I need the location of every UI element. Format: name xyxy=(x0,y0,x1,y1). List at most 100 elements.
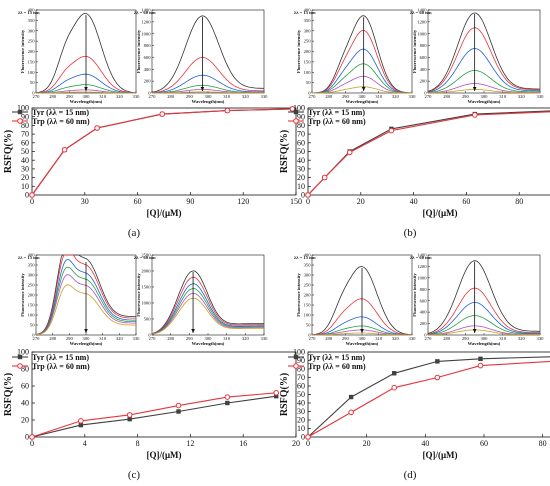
data-point-circle xyxy=(175,402,182,409)
inset-spectrum-curve xyxy=(311,48,412,94)
panel-label: (c) xyxy=(128,469,141,481)
data-point-circle xyxy=(391,384,398,391)
y-tick-label: 10 xyxy=(297,424,305,433)
y-tick-label: 30 xyxy=(297,165,305,174)
inset-x-tick-label: 290 xyxy=(66,336,74,341)
inset-x-tick-label: 290 xyxy=(186,336,194,341)
inset-x-tick-label: 330 xyxy=(409,94,417,99)
data-point-square xyxy=(348,394,354,400)
inset-spectrum-curve xyxy=(36,91,136,94)
inset-x-tick-label: 310 xyxy=(499,336,507,341)
y-tick-label: 80 xyxy=(297,121,305,130)
inset-spectrum-curve xyxy=(312,29,412,94)
quench-arrowhead xyxy=(360,329,364,333)
inset-x-tick-label: 290 xyxy=(462,94,470,99)
inset-y-tick-label: 150 xyxy=(28,59,36,64)
inset-spectrum-curve xyxy=(151,292,264,335)
inset-y-tick-label: 350 xyxy=(304,18,312,23)
inset-y-tick-label: 2500 xyxy=(141,253,151,258)
inset-label: λλ = 60 nm xyxy=(134,255,156,260)
inset-spectrum-0-0: 270 280 290 300 310 320 330 0 50 100 150 200 250 300 3… xyxy=(18,8,140,104)
y-tick-label: 10 xyxy=(297,182,305,191)
inset-spectrum-curve xyxy=(427,70,540,93)
inset-y-tick-label: 300 xyxy=(28,28,36,33)
inset-x-tick-label: 270 xyxy=(149,336,157,341)
inset-spectrum-curve xyxy=(427,12,540,92)
inset-y-tick-label: 600 xyxy=(144,55,152,60)
inset-x-tick-label: 310 xyxy=(223,336,231,341)
inset-y-tick-label: 400 xyxy=(304,253,312,258)
x-tick-label: 20 xyxy=(363,439,371,448)
x-tick-label: 90 xyxy=(186,197,194,206)
inset-y-tick-label: 1000 xyxy=(141,31,151,36)
inset-spectrum-curve xyxy=(35,12,137,94)
inset-y-tick-label: 250 xyxy=(304,39,312,44)
inset-label: λλ = 15 nm xyxy=(18,10,40,15)
inset-y-tick-label: 50 xyxy=(30,323,35,328)
inset-spectrum-curve xyxy=(151,270,264,334)
y-tick-label: 0 xyxy=(301,433,305,442)
y-tick-label: 70 xyxy=(21,130,29,139)
main-plot-2: 0 4 8 12 16 20 0 20 40 60 80 100 [Q]/(μM) RSFQ(%) Tyr … xyxy=(3,348,300,481)
inset-y-tick-label: 1200 xyxy=(417,19,427,24)
inset-y-tick-label: 1000 xyxy=(141,301,151,306)
series-line-1 xyxy=(307,111,550,196)
series-line-1 xyxy=(31,392,277,438)
inset-y-axis-label: Fluorescence intensity xyxy=(20,29,25,73)
inset-x-tick-label: 310 xyxy=(375,94,383,99)
inset-x-tick-label: 310 xyxy=(99,94,107,99)
inset-spectrum-curve xyxy=(427,315,540,335)
inset-spectrum-curve xyxy=(312,75,412,94)
series-line-0 xyxy=(31,395,277,438)
inset-x-tick-label: 310 xyxy=(223,94,231,99)
x-tick-label: 60 xyxy=(134,197,142,206)
inset-x-tick-label: 320 xyxy=(242,94,250,99)
inset-y-tick-label: 200 xyxy=(420,79,428,84)
inset-x-tick-label: 300 xyxy=(481,336,489,341)
inset-x-tick-label: 290 xyxy=(342,336,350,341)
inset-x-tick-label: 280 xyxy=(325,94,333,99)
legend-entry: Trp (λλ = 60 nm) xyxy=(32,362,90,371)
inset-x-axis-label: Wavelength(nm) xyxy=(468,99,501,104)
inset-spectrum-2-1: 270 280 290 300 310 320 330 0 500 1000 1500 2000 250… xyxy=(134,253,268,346)
inset-x-tick-label: 280 xyxy=(325,336,333,341)
inset-y-tick-label: 0 xyxy=(424,91,427,96)
inset-y-tick-label: 400 xyxy=(420,67,428,72)
inset-spectrum-curve xyxy=(427,287,540,335)
x-tick-label: 120 xyxy=(237,197,249,206)
y-tick-label: 100 xyxy=(17,348,29,357)
inset-x-tick-label: 270 xyxy=(425,336,433,341)
legend-marker-square xyxy=(293,109,299,115)
y-tick-label: 80 xyxy=(21,365,29,374)
y-tick-label: 40 xyxy=(21,156,29,165)
inset-x-tick-label: 300 xyxy=(83,94,91,99)
data-point-square xyxy=(127,416,132,422)
inset-x-tick-label: 320 xyxy=(116,336,124,341)
inset-x-tick-label: 300 xyxy=(83,336,91,341)
inset-y-tick-label: 200 xyxy=(304,293,312,298)
quench-arrowhead xyxy=(361,87,366,91)
inset-spectrum-curve xyxy=(427,260,540,334)
x-tick-label: 80 xyxy=(539,439,547,448)
y-tick-label: 100 xyxy=(293,348,305,357)
legend-marker-circle xyxy=(293,363,299,369)
data-point-circle xyxy=(61,146,68,153)
x-axis-label: [Q]/(μM) xyxy=(146,208,181,218)
inset-y-tick-label: 0 xyxy=(424,333,427,338)
inset-x-tick-label: 320 xyxy=(392,336,400,341)
inset-frame xyxy=(427,9,541,94)
y-tick-label: 70 xyxy=(297,130,305,139)
y-tick-label: 20 xyxy=(21,416,29,425)
inset-y-tick-label: 250 xyxy=(28,283,36,288)
inset-x-tick-label: 280 xyxy=(49,336,57,341)
data-point-circle xyxy=(305,434,311,440)
inset-x-tick-label: 280 xyxy=(443,336,451,341)
y-tick-label: 50 xyxy=(297,147,305,156)
quench-arrowhead xyxy=(84,329,88,333)
y-tick-label: 60 xyxy=(297,382,305,391)
data-point-circle xyxy=(434,374,441,381)
inset-y-tick-label: 0 xyxy=(32,91,35,96)
inset-spectrum-curve xyxy=(151,15,264,93)
legend-entry: Tyr (λλ = 15 nm) xyxy=(308,108,365,117)
inset-y-tick-label: 1200 xyxy=(141,19,151,24)
